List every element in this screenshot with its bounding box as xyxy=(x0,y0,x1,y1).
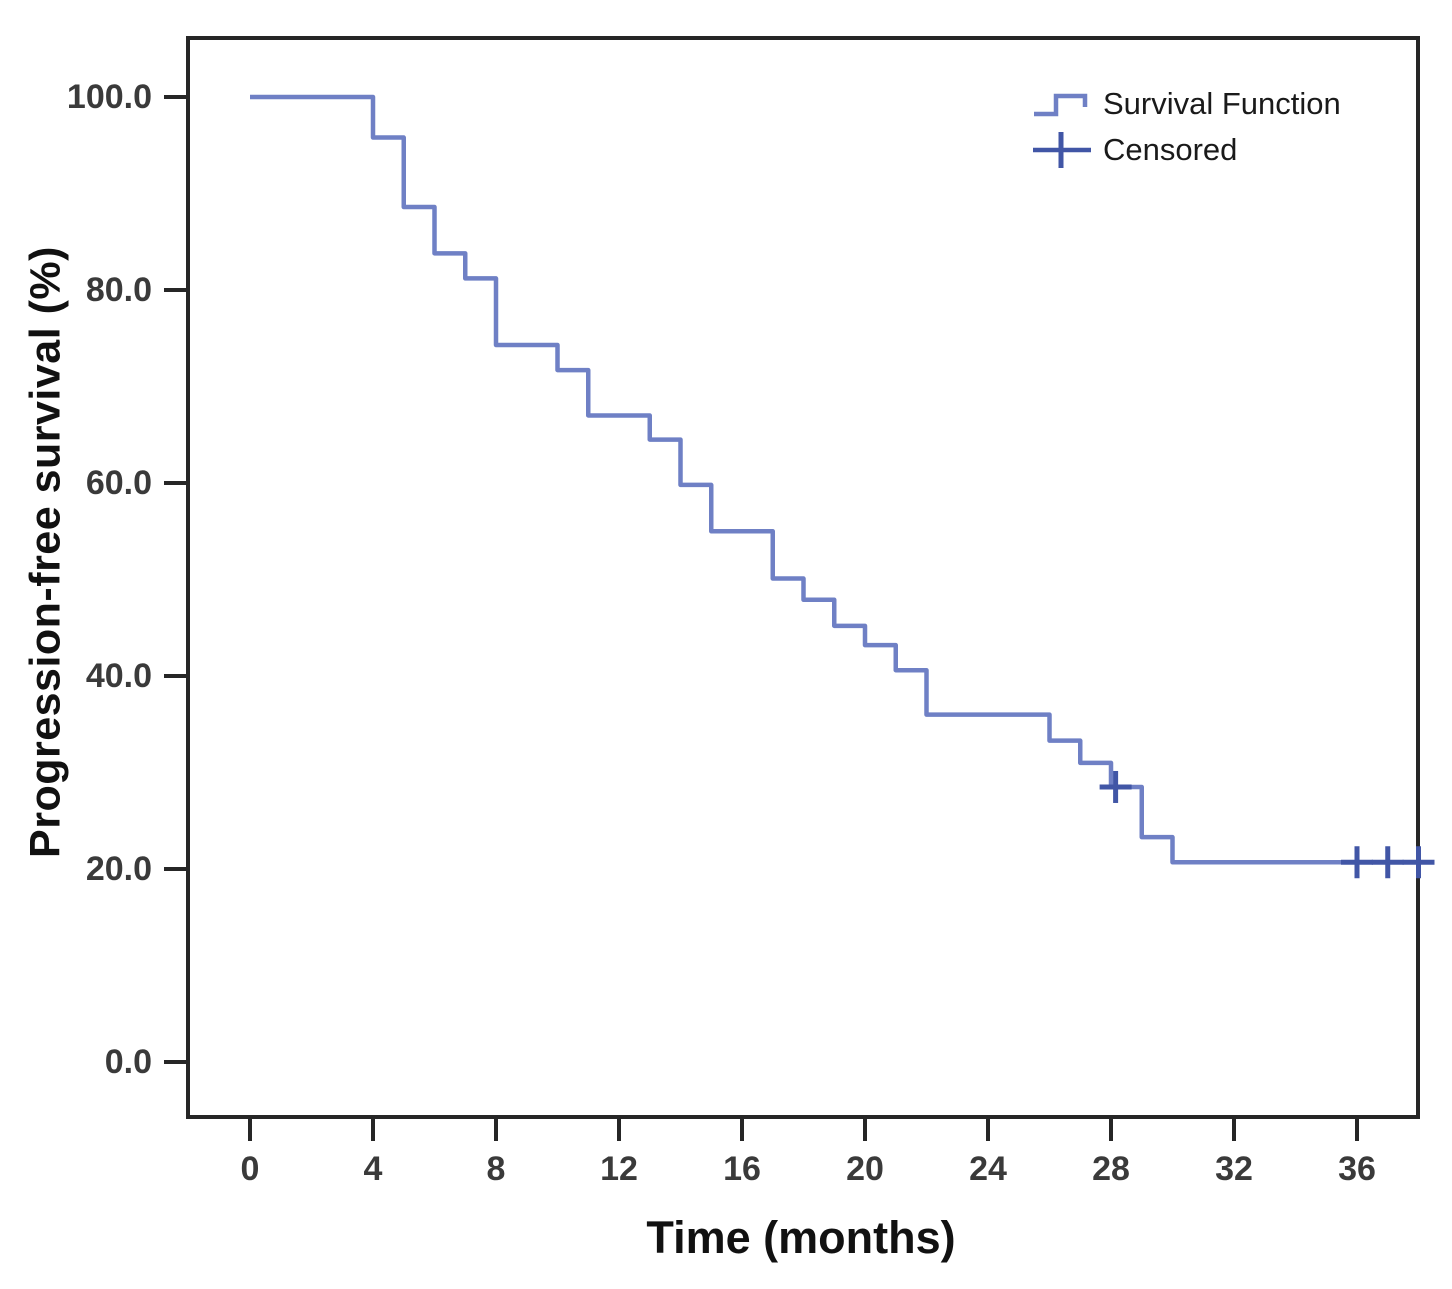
legend-label: Censored xyxy=(1103,132,1238,167)
x-tick-label: 28 xyxy=(1092,1150,1130,1188)
x-tick-label: 16 xyxy=(723,1150,761,1188)
x-tick-label: 24 xyxy=(969,1150,1007,1188)
x-axis-ticks: 0 4 8 12 16 20 24 28 32 36 xyxy=(241,1118,1376,1188)
y-tick-label: 0.0 xyxy=(105,1043,152,1081)
y-tick-label: 100.0 xyxy=(67,78,152,116)
y-tick-label: 40.0 xyxy=(86,657,152,695)
y-axis-title: Progression-free survival (%) xyxy=(21,246,70,858)
x-tick-label: 4 xyxy=(364,1150,383,1188)
survival-curve xyxy=(250,94,1422,865)
legend-item-censored: Censored xyxy=(1032,128,1341,172)
plot-frame-rect xyxy=(186,36,1420,1119)
x-tick-label: 0 xyxy=(241,1150,260,1188)
legend-item-survival-function: Survival Function xyxy=(1032,82,1341,126)
legend-label: Survival Function xyxy=(1103,86,1341,121)
y-tick-label: 80.0 xyxy=(86,271,152,309)
x-tick-label: 36 xyxy=(1338,1150,1376,1188)
x-axis-title: Time (months) xyxy=(646,1212,956,1263)
x-tick-label: 8 xyxy=(487,1150,506,1188)
plus-icon xyxy=(1033,132,1091,168)
plot-frame xyxy=(186,36,1420,1119)
survival-function-path xyxy=(250,94,1422,865)
legend: Survival Function Censored xyxy=(1032,82,1341,172)
x-tick-label: 20 xyxy=(846,1150,884,1188)
step-line-icon xyxy=(1034,93,1088,117)
y-tick-label: 20.0 xyxy=(86,850,152,888)
y-axis-ticks: 100.0 80.0 60.0 40.0 20.0 0.0 xyxy=(67,78,187,1081)
x-tick-label: 32 xyxy=(1215,1150,1253,1188)
x-tick-label: 12 xyxy=(600,1150,638,1188)
y-tick-label: 60.0 xyxy=(86,464,152,502)
censored-marks xyxy=(1099,770,1435,879)
